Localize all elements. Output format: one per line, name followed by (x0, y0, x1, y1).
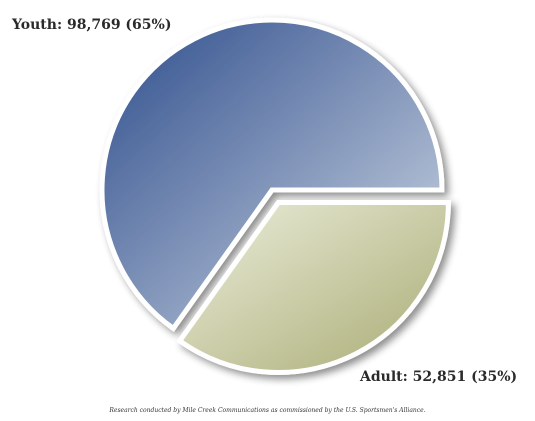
adult-slice (176, 199, 451, 375)
youth-slice-label: Youth: 98,769 (65%) (11, 17, 171, 33)
research-footnote: Research conducted by Mile Creek Communi… (108, 407, 425, 414)
youth-slice (99, 17, 445, 332)
adult-slice-label: Adult: 52,851 (35%) (359, 369, 517, 385)
pie-slices (99, 17, 451, 375)
